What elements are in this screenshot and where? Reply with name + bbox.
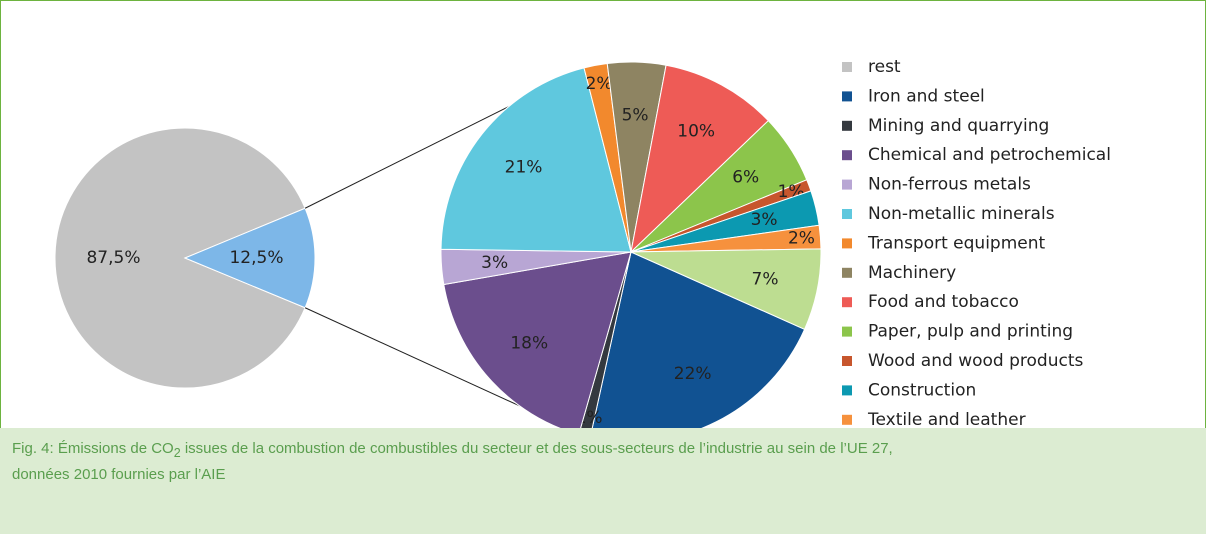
caption: Fig. 4: Émissions de CO2 issues de la co… bbox=[0, 428, 1206, 534]
data-label: 5% bbox=[622, 105, 649, 125]
data-label: 6% bbox=[732, 167, 759, 187]
legend-swatch bbox=[842, 120, 852, 131]
legend-label: Transport equipment bbox=[867, 233, 1046, 253]
caption-text: Fig. 4: Émissions de CO2 issues de la co… bbox=[12, 438, 932, 485]
legend-label: rest bbox=[868, 57, 901, 77]
data-label: 12,5% bbox=[229, 248, 283, 268]
legend-label: Mining and quarrying bbox=[868, 116, 1049, 136]
pie-slice bbox=[183, 207, 316, 309]
legend-label: Non-metallic minerals bbox=[868, 204, 1055, 224]
legend-swatch bbox=[842, 356, 852, 366]
legend-swatch bbox=[842, 150, 852, 161]
legend-swatch bbox=[842, 238, 852, 249]
data-label: 87,5% bbox=[86, 248, 140, 268]
caption-subscript: 2 bbox=[173, 446, 181, 460]
chart: 87,5% 12,5%22%1%18%3%21%2%5%10%6%1%3%2%7%… bbox=[0, 0, 1206, 428]
caption-body: issues de la combustion de combustibles … bbox=[12, 440, 893, 483]
pie-slice bbox=[443, 251, 632, 428]
legend-swatch bbox=[842, 326, 852, 337]
pie-slice bbox=[630, 64, 770, 254]
legend-swatch bbox=[842, 62, 852, 72]
legend-label: Machinery bbox=[868, 263, 956, 283]
pie-slice bbox=[591, 251, 806, 428]
legend-label: Non-ferrous metals bbox=[868, 175, 1031, 195]
legend-swatch bbox=[842, 414, 852, 425]
data-label: 2% bbox=[788, 229, 815, 249]
legend-swatch bbox=[842, 209, 852, 219]
caption-prefix: Fig. 4: Émissions de CO bbox=[12, 440, 174, 457]
legend-label: Textile and leather bbox=[867, 410, 1026, 428]
legend-swatch bbox=[842, 385, 852, 396]
legend-label: Food and tobacco bbox=[868, 292, 1019, 312]
legend-label: Iron and steel bbox=[868, 86, 985, 106]
legend-label: Chemical and petrochemical bbox=[868, 145, 1111, 165]
data-label: 21% bbox=[505, 157, 543, 177]
data-label: 2% bbox=[586, 74, 613, 94]
legend-label: Paper, pulp and printing bbox=[868, 322, 1073, 342]
legend-swatch bbox=[842, 297, 852, 308]
data-label: 22% bbox=[674, 364, 712, 384]
data-label: 18% bbox=[510, 333, 548, 353]
legend-swatch bbox=[842, 179, 852, 190]
data-label: 10% bbox=[677, 122, 715, 142]
pie-slice bbox=[630, 248, 822, 330]
legend-swatch bbox=[842, 267, 852, 278]
pie-slice bbox=[440, 67, 632, 253]
pie-slice bbox=[54, 127, 306, 389]
data-label: 3% bbox=[751, 210, 778, 230]
legend-label: Wood and wood products bbox=[868, 351, 1083, 371]
data-label: 7% bbox=[752, 269, 779, 289]
data-label: 3% bbox=[481, 253, 508, 273]
legend-swatch bbox=[842, 91, 852, 102]
legend-label: Construction bbox=[868, 380, 976, 400]
